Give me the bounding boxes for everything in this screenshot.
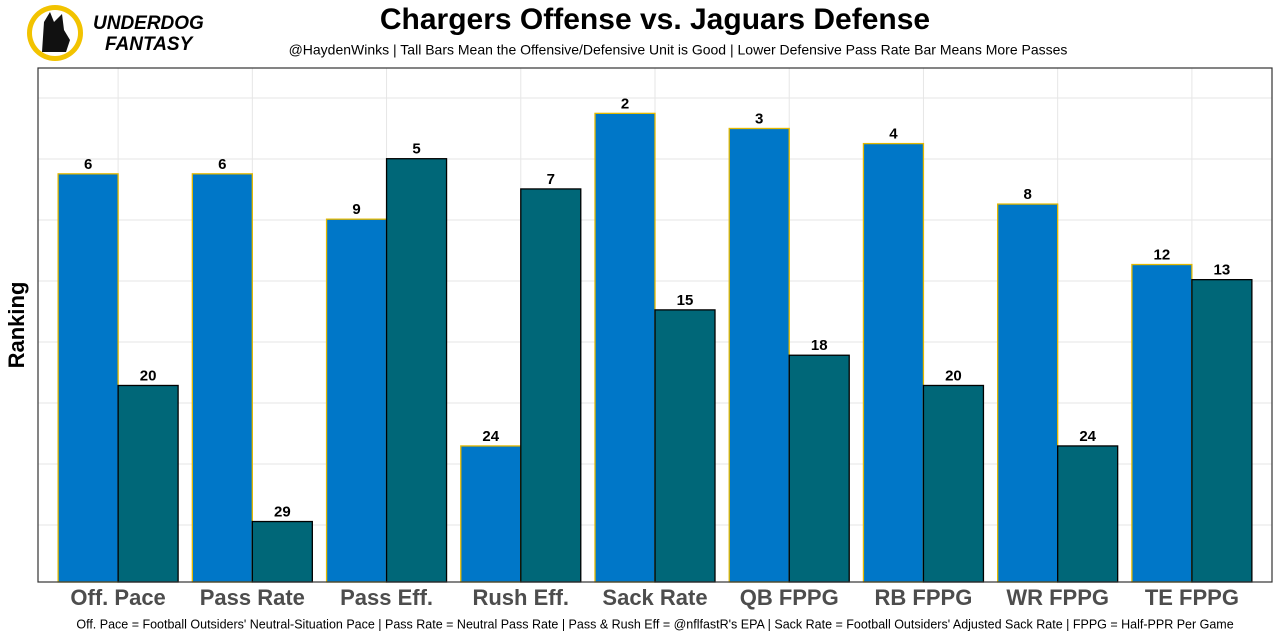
data-label: 6 xyxy=(84,156,92,173)
data-label: 8 xyxy=(1023,186,1031,203)
bar xyxy=(728,127,790,583)
bar xyxy=(325,218,388,583)
data-label: 18 xyxy=(811,337,828,354)
data-label: 7 xyxy=(547,171,555,188)
data-label: 9 xyxy=(352,201,360,218)
data-label: 24 xyxy=(482,428,499,445)
bar xyxy=(922,384,985,583)
x-tick-label: RB FPPG xyxy=(875,585,973,610)
chart-title: Chargers Offense vs. Jaguars Defense xyxy=(380,3,930,36)
x-tick-label: TE FPPG xyxy=(1145,585,1239,610)
data-label: 6 xyxy=(218,156,226,173)
bar xyxy=(57,173,119,583)
data-label: 20 xyxy=(140,367,157,384)
plot-area: Off. Pace 6 20 Pass Rate 6 29 Pass Eff. 9 5 Rush … xyxy=(38,68,1272,610)
logo-dog xyxy=(42,12,70,52)
logo-text: UNDERDOG xyxy=(93,13,204,34)
data-label: 4 xyxy=(889,126,898,143)
data-label: 29 xyxy=(274,503,291,520)
bar xyxy=(1191,278,1253,583)
x-tick-label: Sack Rate xyxy=(602,585,707,610)
bar xyxy=(997,203,1059,583)
data-label: 12 xyxy=(1154,246,1171,263)
x-tick-label: QB FPPG xyxy=(740,585,839,610)
bar xyxy=(191,173,253,583)
logo-text: FANTASY xyxy=(105,34,195,55)
bar xyxy=(862,142,925,583)
data-label: 24 xyxy=(1079,428,1096,445)
panel-border xyxy=(37,67,1273,583)
x-tick-label: Off. Pace xyxy=(70,585,165,610)
caption: Off. Pace = Football Outsiders' Neutral-… xyxy=(76,617,1233,631)
data-label: 20 xyxy=(945,367,962,384)
data-label: 2 xyxy=(621,95,629,112)
x-tick-label: Pass Rate xyxy=(200,585,305,610)
x-tick-label: Rush Eff. xyxy=(472,585,569,610)
bar xyxy=(117,384,179,583)
bar xyxy=(520,188,582,583)
bar xyxy=(654,309,716,583)
data-label: 15 xyxy=(677,292,694,309)
y-axis-label: Ranking xyxy=(4,282,29,369)
bar xyxy=(251,520,313,583)
data-label: 13 xyxy=(1214,262,1231,279)
data-label: 3 xyxy=(755,110,763,127)
data-label: 5 xyxy=(412,141,420,158)
bar xyxy=(385,158,448,583)
bar xyxy=(1057,445,1119,583)
x-tick-label: Pass Eff. xyxy=(340,585,433,610)
logo: UNDERDOG FANTASY xyxy=(27,5,204,61)
chart-subtitle: @HaydenWinks | Tall Bars Mean the Offens… xyxy=(289,42,1068,58)
bar xyxy=(1131,263,1193,583)
bar xyxy=(594,112,656,583)
x-tick-label: WR FPPG xyxy=(1006,585,1109,610)
bar xyxy=(788,354,850,583)
bar xyxy=(460,445,522,583)
